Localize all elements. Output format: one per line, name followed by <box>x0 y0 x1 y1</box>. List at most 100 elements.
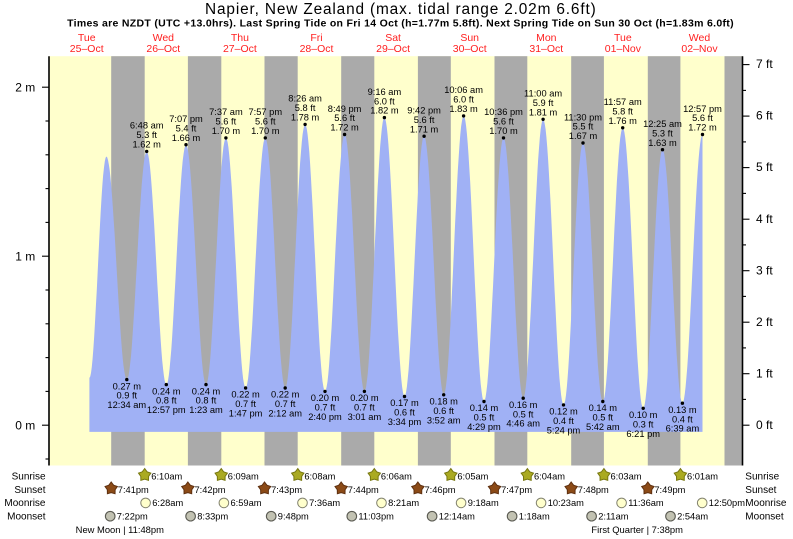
svg-text:10:36 pm: 10:36 pm <box>484 107 523 117</box>
svg-text:2:12 am: 2:12 am <box>268 409 302 419</box>
svg-text:5.6 ft: 5.6 ft <box>216 117 237 127</box>
svg-text:12:14am: 12:14am <box>439 512 475 522</box>
svg-text:1 ft: 1 ft <box>756 366 773 380</box>
svg-text:7:41pm: 7:41pm <box>118 485 149 495</box>
svg-text:6:59am: 6:59am <box>231 498 262 508</box>
svg-text:11:36am: 11:36am <box>628 498 664 508</box>
svg-text:Moonrise: Moonrise <box>745 498 787 509</box>
svg-text:0.4 ft: 0.4 ft <box>672 414 693 424</box>
svg-text:0.7 ft: 0.7 ft <box>354 403 375 413</box>
svg-text:12:34 am: 12:34 am <box>107 400 146 410</box>
svg-text:Sunrise: Sunrise <box>745 472 779 483</box>
svg-text:5.4 ft: 5.4 ft <box>176 123 197 133</box>
svg-text:6:48 am: 6:48 am <box>130 121 164 131</box>
svg-text:8:49 pm: 8:49 pm <box>328 104 362 114</box>
svg-text:Sunset: Sunset <box>745 485 776 496</box>
svg-text:0.8 ft: 0.8 ft <box>156 396 177 406</box>
svg-text:6:05am: 6:05am <box>457 472 488 482</box>
svg-text:Tue: Tue <box>614 32 632 44</box>
svg-text:6 ft: 6 ft <box>756 109 773 123</box>
svg-text:1.63 m: 1.63 m <box>648 138 677 148</box>
svg-text:7:37 am: 7:37 am <box>209 107 243 117</box>
svg-text:9:48pm: 9:48pm <box>278 512 309 522</box>
svg-text:1.82 m: 1.82 m <box>370 106 399 116</box>
svg-text:6:06am: 6:06am <box>381 472 412 482</box>
svg-text:0.17 m: 0.17 m <box>390 398 419 408</box>
svg-text:11:57 am: 11:57 am <box>604 97 642 107</box>
svg-text:7:43pm: 7:43pm <box>271 485 302 495</box>
svg-text:5.6 ft: 5.6 ft <box>255 117 276 127</box>
svg-text:2:54am: 2:54am <box>677 512 708 522</box>
svg-text:0.10 m: 0.10 m <box>629 410 658 420</box>
svg-text:1.70 m: 1.70 m <box>489 126 518 136</box>
svg-text:8:33pm: 8:33pm <box>197 512 228 522</box>
svg-text:7:46pm: 7:46pm <box>425 485 456 495</box>
svg-text:10:06 am: 10:06 am <box>444 85 483 95</box>
svg-text:02–Nov: 02–Nov <box>681 43 718 55</box>
svg-text:Moonset: Moonset <box>7 512 46 523</box>
svg-text:5.6 ft: 5.6 ft <box>414 115 435 125</box>
svg-text:30–Oct: 30–Oct <box>453 43 487 55</box>
svg-text:0.18 m: 0.18 m <box>429 397 458 407</box>
svg-text:6:28am: 6:28am <box>152 498 183 508</box>
svg-text:Times are NZDT (UTC +13.0hrs).: Times are NZDT (UTC +13.0hrs). Last Spri… <box>67 18 734 30</box>
svg-text:Wed: Wed <box>689 32 711 44</box>
svg-text:0.7 ft: 0.7 ft <box>235 399 256 409</box>
svg-text:6:01am: 6:01am <box>687 472 718 482</box>
svg-text:27–Oct: 27–Oct <box>223 43 257 55</box>
svg-text:0.3 ft: 0.3 ft <box>633 419 654 429</box>
svg-text:First Quarter | 7:38pm: First Quarter | 7:38pm <box>591 524 683 535</box>
svg-text:4:46 am: 4:46 am <box>506 419 540 429</box>
svg-text:1.81 m: 1.81 m <box>529 107 558 117</box>
svg-text:1.62 m: 1.62 m <box>132 140 161 150</box>
svg-text:1.71 m: 1.71 m <box>410 124 439 134</box>
svg-text:1 m: 1 m <box>15 250 35 264</box>
svg-text:1.72 m: 1.72 m <box>330 123 359 133</box>
svg-text:11:30 pm: 11:30 pm <box>564 112 602 122</box>
svg-text:5:24 pm: 5:24 pm <box>547 425 581 435</box>
svg-text:5:42 am: 5:42 am <box>586 422 620 432</box>
svg-text:6.0 ft: 6.0 ft <box>374 96 395 106</box>
svg-text:7:47pm: 7:47pm <box>501 485 532 495</box>
svg-text:Sunrise: Sunrise <box>12 472 46 483</box>
svg-text:1.67 m: 1.67 m <box>569 131 598 141</box>
svg-text:5.6 ft: 5.6 ft <box>692 113 713 123</box>
svg-text:12:57 pm: 12:57 pm <box>683 104 722 114</box>
svg-text:29–Oct: 29–Oct <box>376 43 410 55</box>
svg-text:9:42 pm: 9:42 pm <box>407 106 441 116</box>
svg-text:0 ft: 0 ft <box>756 418 773 432</box>
svg-text:6:39 am: 6:39 am <box>666 424 700 434</box>
svg-text:12:57 pm: 12:57 pm <box>147 405 186 415</box>
svg-text:5.9 ft: 5.9 ft <box>533 98 554 108</box>
svg-text:7:36am: 7:36am <box>309 498 340 508</box>
svg-text:9:18am: 9:18am <box>468 498 499 508</box>
svg-text:0.5 ft: 0.5 ft <box>474 413 495 423</box>
svg-text:7:22pm: 7:22pm <box>117 512 148 522</box>
svg-text:1:47 pm: 1:47 pm <box>229 409 263 419</box>
svg-text:0.16 m: 0.16 m <box>509 400 538 410</box>
svg-text:0.13 m: 0.13 m <box>668 405 697 415</box>
svg-text:5 ft: 5 ft <box>756 160 773 174</box>
svg-text:11:03pm: 11:03pm <box>358 512 394 522</box>
svg-text:7:48pm: 7:48pm <box>578 485 609 495</box>
svg-text:1.78 m: 1.78 m <box>291 113 320 123</box>
svg-text:5.8 ft: 5.8 ft <box>612 107 633 117</box>
svg-text:0.14 m: 0.14 m <box>470 403 499 413</box>
svg-text:0.20 m: 0.20 m <box>350 393 379 403</box>
svg-text:5.6 ft: 5.6 ft <box>334 113 355 123</box>
svg-text:0.8 ft: 0.8 ft <box>196 396 217 406</box>
svg-text:3 ft: 3 ft <box>756 263 773 277</box>
svg-text:7 ft: 7 ft <box>756 57 773 71</box>
svg-text:12:25 am: 12:25 am <box>643 119 682 129</box>
svg-text:11:00 am: 11:00 am <box>524 89 562 99</box>
svg-text:3:01 am: 3:01 am <box>348 412 382 422</box>
svg-text:Moonset: Moonset <box>745 512 784 523</box>
svg-text:0.5 ft: 0.5 ft <box>513 409 534 419</box>
svg-text:0.27 m: 0.27 m <box>113 381 142 391</box>
svg-text:0.22 m: 0.22 m <box>231 390 260 400</box>
svg-text:7:49pm: 7:49pm <box>654 485 685 495</box>
svg-text:26–Oct: 26–Oct <box>146 43 180 55</box>
svg-text:8:21am: 8:21am <box>388 498 419 508</box>
svg-text:6:04am: 6:04am <box>534 472 565 482</box>
svg-text:0.5 ft: 0.5 ft <box>592 413 613 423</box>
